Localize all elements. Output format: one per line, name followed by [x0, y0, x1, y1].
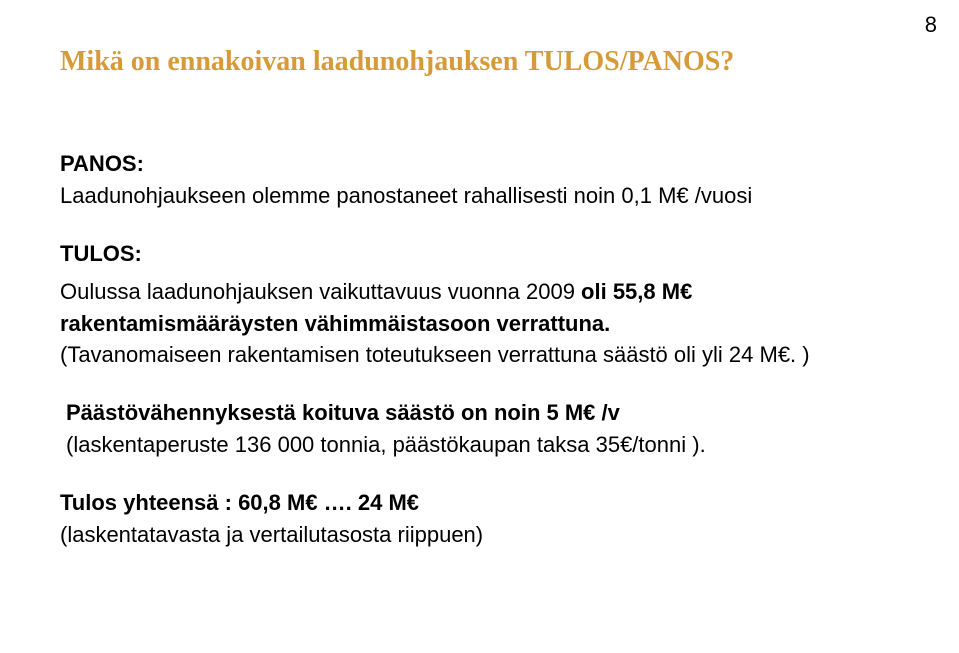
tulos-total-block: Tulos yhteensä : 60,8 M€ …. 24 M€ (laske… [60, 487, 899, 551]
panos-text: Laadunohjaukseen olemme panostaneet raha… [60, 180, 899, 212]
panos-block: PANOS: Laadunohjaukseen olemme panostane… [60, 148, 899, 212]
tulos-line1-2: Oulussa laadunohjauksen vaikuttavuus vuo… [60, 276, 899, 372]
tulos-line3-bold: Päästövähennyksestä koituva säästö on no… [66, 400, 620, 425]
slide-body: PANOS: Laadunohjaukseen olemme panostane… [60, 148, 899, 551]
tulos-label-block: TULOS: [60, 238, 899, 270]
tulos-total-sub: (laskentatavasta ja vertailutasosta riip… [60, 522, 483, 547]
slide-page: 8 Mikä on ennakoivan laadunohjauksen TUL… [0, 0, 959, 653]
tulos-total-bold: Tulos yhteensä : 60,8 M€ …. 24 M€ [60, 490, 419, 515]
slide-title: Mikä on ennakoivan laadunohjauksen TULOS… [60, 46, 899, 78]
tulos-line2: (Tavanomaiseen rakentamisen toteutukseen… [60, 342, 810, 367]
page-number: 8 [925, 12, 937, 38]
panos-label: PANOS: [60, 148, 899, 180]
tulos-line3-4: Päästövähennyksestä koituva säästö on no… [66, 397, 899, 461]
tulos-label: TULOS: [60, 241, 142, 266]
tulos-line4: (laskentaperuste 136 000 tonnia, päästök… [66, 432, 706, 457]
tulos-line1-plain: Oulussa laadunohjauksen vaikuttavuus vuo… [60, 279, 581, 304]
